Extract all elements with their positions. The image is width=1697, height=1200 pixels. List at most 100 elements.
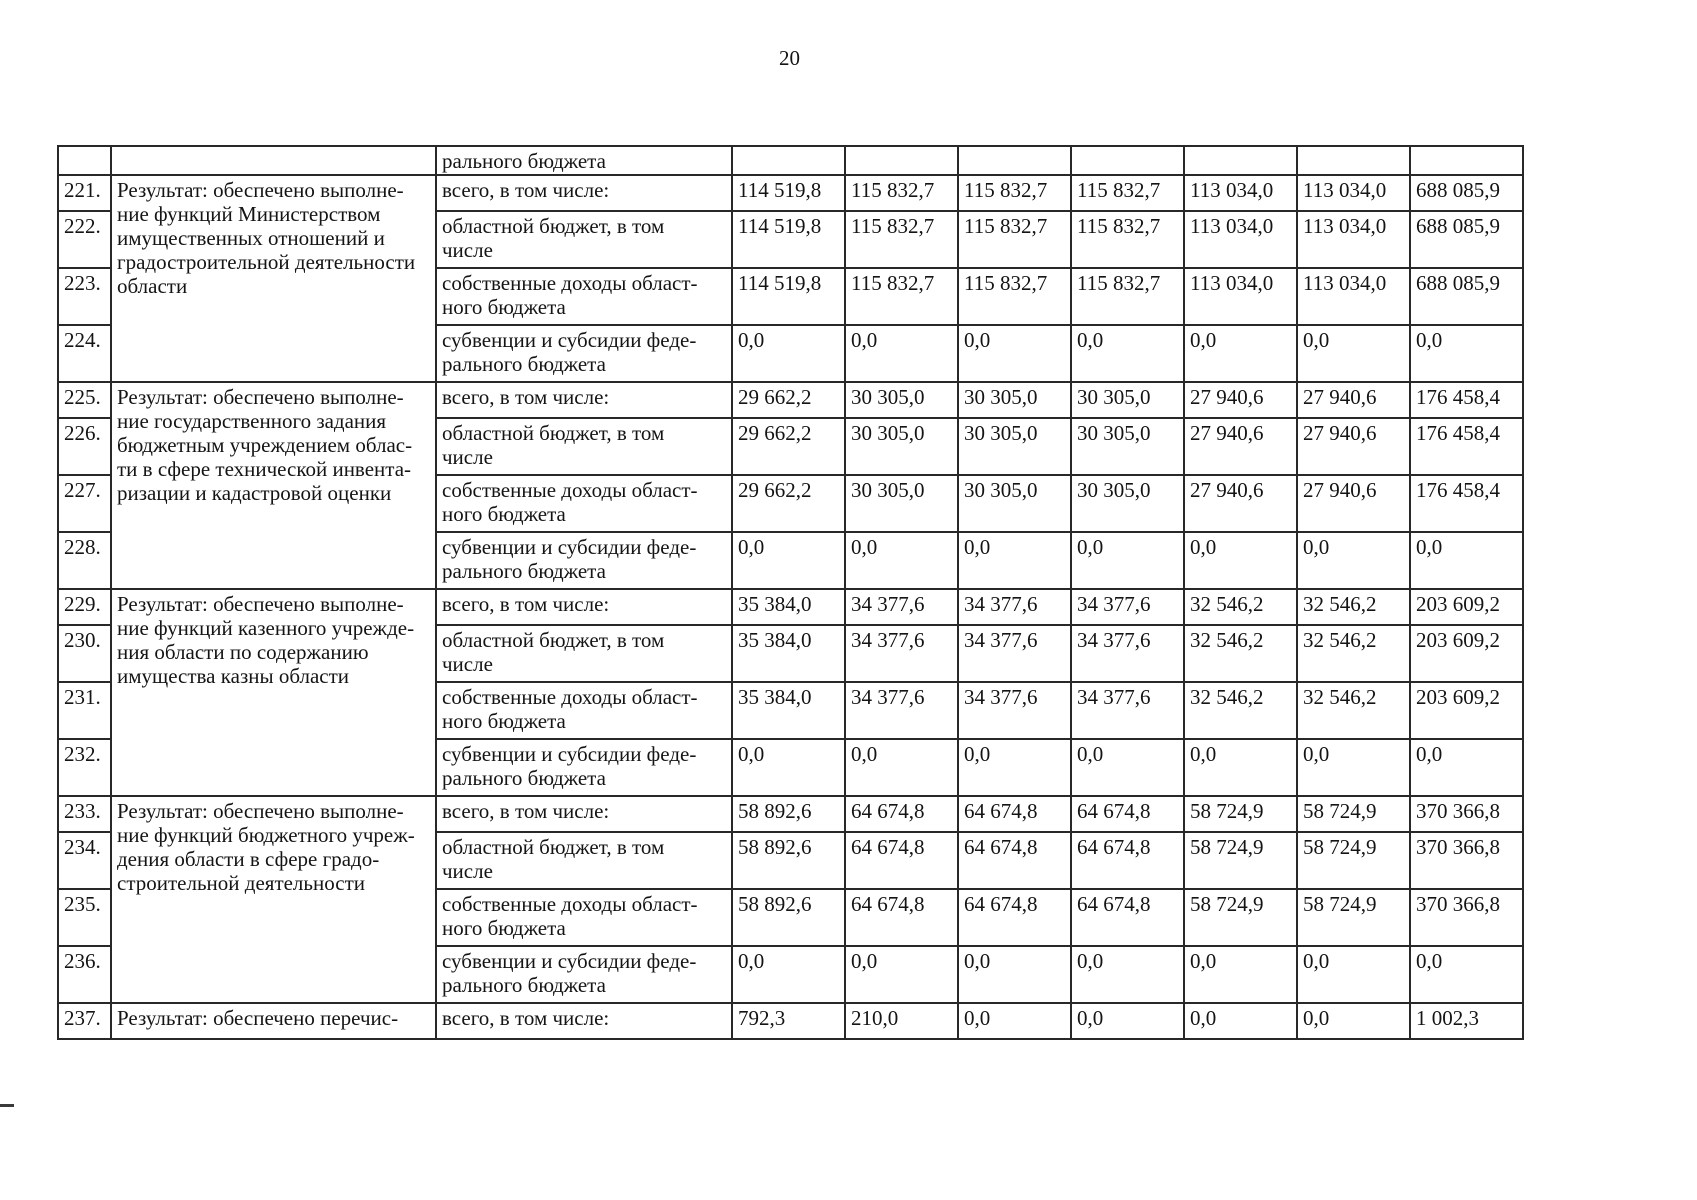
value-cell: [1070, 145, 1185, 176]
funding-type-cell: собственные доходы област- ного бюджета: [435, 267, 733, 326]
row-number-cell: 232.: [57, 738, 112, 797]
page-number: 20: [779, 46, 800, 70]
value-cell: 30 305,0: [844, 381, 959, 419]
value-cell: 114 519,8: [731, 267, 846, 326]
description-cell: [110, 145, 437, 176]
table-row: 236. субвенции и субсидии феде- рального …: [57, 945, 1524, 1004]
funding-type-cell: собственные доходы област- ного бюджета: [435, 681, 733, 740]
budget-table: рального бюджета 221. Результат: обеспечен…: [57, 145, 1524, 1040]
table-row: 221. Результат: обеспечено выполне- ние ф…: [57, 174, 1524, 383]
value-cell: 0,0: [1409, 531, 1524, 590]
value-cell: 115 832,7: [844, 267, 959, 326]
funding-type-cell: субвенции и субсидии феде- рального бюдж…: [435, 738, 733, 797]
table-row: 225. Результат: обеспечено выполне- ние г…: [57, 381, 1524, 590]
value-cell: 203 609,2: [1409, 681, 1524, 740]
value-cell: 688 085,9: [1409, 267, 1524, 326]
value-cell: 64 674,8: [844, 831, 959, 890]
value-cell: 58 892,6: [731, 795, 846, 833]
value-cell: [1409, 145, 1524, 176]
value-cell: 58 724,9: [1296, 795, 1411, 833]
value-cell: 30 305,0: [1070, 381, 1185, 419]
value-cell: 0,0: [1296, 738, 1411, 797]
value-cell: 32 546,2: [1183, 588, 1298, 626]
value-cell: 688 085,9: [1409, 210, 1524, 269]
funding-type-cell: всего, в том числе:: [435, 1002, 733, 1040]
value-cell: 0,0: [1183, 531, 1298, 590]
value-cell: 27 940,6: [1296, 474, 1411, 533]
value-cell: 35 384,0: [731, 624, 846, 683]
value-cell: 35 384,0: [731, 681, 846, 740]
value-cell: 370 366,8: [1409, 888, 1524, 947]
value-cell: 0,0: [957, 324, 1072, 383]
table-row: 226. областной бюджет, в том числе 29 662,…: [57, 417, 1524, 476]
value-cell: 58 724,9: [1183, 831, 1298, 890]
table-row: 230. областной бюджет, в том числе 35 384,…: [57, 624, 1524, 683]
funding-type-cell: областной бюджет, в том числе: [435, 624, 733, 683]
value-cell: 27 940,6: [1296, 381, 1411, 419]
row-number-cell: 221.: [57, 174, 112, 212]
funding-type-cell: рального бюджета: [435, 145, 733, 176]
value-cell: 0,0: [731, 945, 846, 1004]
value-cell: 0,0: [957, 1002, 1072, 1040]
row-number-cell: 236.: [57, 945, 112, 1004]
funding-type-cell: всего, в том числе:: [435, 588, 733, 626]
value-cell: 64 674,8: [844, 888, 959, 947]
value-cell: 0,0: [1183, 945, 1298, 1004]
value-cell: 32 546,2: [1296, 681, 1411, 740]
value-cell: 0,0: [1070, 324, 1185, 383]
value-cell: 0,0: [1296, 945, 1411, 1004]
value-cell: 27 940,6: [1183, 474, 1298, 533]
value-cell: 0,0: [1409, 324, 1524, 383]
funding-type-cell: собственные доходы област- ного бюджета: [435, 474, 733, 533]
table-row: 229. Результат: обеспечено выполне- ние ф…: [57, 588, 1524, 797]
value-cell: 34 377,6: [1070, 681, 1185, 740]
table-row: 224. субвенции и субсидии феде- рального …: [57, 324, 1524, 383]
value-cell: 0,0: [731, 324, 846, 383]
value-cell: 1 002,3: [1409, 1002, 1524, 1040]
value-cell: 0,0: [1183, 324, 1298, 383]
value-cell: 0,0: [1070, 945, 1185, 1004]
value-cell: 34 377,6: [957, 624, 1072, 683]
row-number-cell: 231.: [57, 681, 112, 740]
value-cell: 34 377,6: [957, 588, 1072, 626]
value-cell: 113 034,0: [1296, 267, 1411, 326]
value-cell: 30 305,0: [844, 474, 959, 533]
funding-type-cell: субвенции и субсидии феде- рального бюдж…: [435, 531, 733, 590]
row-number-cell: 228.: [57, 531, 112, 590]
value-cell: 115 832,7: [844, 174, 959, 212]
value-cell: 115 832,7: [844, 210, 959, 269]
scan-artifact: [0, 1104, 14, 1107]
value-cell: 58 724,9: [1296, 888, 1411, 947]
value-cell: 0,0: [1409, 738, 1524, 797]
value-cell: 32 546,2: [1183, 624, 1298, 683]
funding-type-cell: всего, в том числе:: [435, 381, 733, 419]
value-cell: 114 519,8: [731, 174, 846, 212]
value-cell: 0,0: [844, 324, 959, 383]
row-number-cell: 234.: [57, 831, 112, 890]
value-cell: 0,0: [1296, 531, 1411, 590]
value-cell: 113 034,0: [1296, 174, 1411, 212]
row-number-cell: 230.: [57, 624, 112, 683]
funding-type-cell: всего, в том числе:: [435, 795, 733, 833]
value-cell: 0,0: [844, 738, 959, 797]
table-row: 222. областной бюджет, в том числе 114 519…: [57, 210, 1524, 269]
value-cell: 64 674,8: [1070, 831, 1185, 890]
value-cell: 0,0: [1296, 1002, 1411, 1040]
value-cell: 30 305,0: [844, 417, 959, 476]
value-cell: 176 458,4: [1409, 474, 1524, 533]
value-cell: 0,0: [1070, 531, 1185, 590]
value-cell: 370 366,8: [1409, 831, 1524, 890]
value-cell: [844, 145, 959, 176]
value-cell: 32 546,2: [1296, 588, 1411, 626]
value-cell: 64 674,8: [957, 888, 1072, 947]
table-row: 237. Результат: обеспечено перечис-всего,…: [57, 1002, 1524, 1040]
value-cell: 29 662,2: [731, 474, 846, 533]
value-cell: [731, 145, 846, 176]
row-number-cell: 235.: [57, 888, 112, 947]
budget-table-body: рального бюджета 221. Результат: обеспечен…: [57, 145, 1524, 1040]
value-cell: 115 832,7: [1070, 174, 1185, 212]
value-cell: 115 832,7: [957, 174, 1072, 212]
value-cell: 115 832,7: [957, 210, 1072, 269]
value-cell: 176 458,4: [1409, 417, 1524, 476]
value-cell: 34 377,6: [844, 681, 959, 740]
